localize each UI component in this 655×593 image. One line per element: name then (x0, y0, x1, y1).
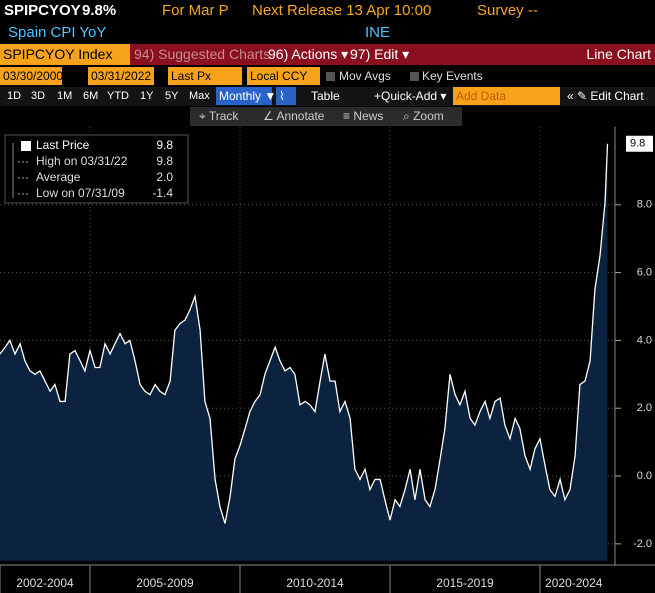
edit-menu[interactable]: 97) Edit ▾ (350, 46, 410, 62)
quick-add[interactable]: +Quick-Add ▾ (374, 89, 447, 103)
currency[interactable]: Local CCY (247, 67, 320, 85)
period: For Mar P (162, 2, 229, 19)
legend-value: 9.8 (156, 138, 173, 152)
suggested-charts[interactable]: 94) Suggested Charts (134, 46, 271, 62)
y-tick-label: 0.0 (637, 470, 652, 482)
ticker: SPIPCYOY (4, 2, 81, 19)
add-data[interactable]: Add Data (453, 87, 560, 105)
description: Spain CPI YoY (8, 24, 107, 41)
y-tick-label: 8.0 (637, 199, 652, 211)
period-button[interactable]: 1Y (140, 90, 154, 102)
start-date[interactable]: 03/30/2000 (0, 67, 63, 85)
tool-button[interactable]: ⌕ Zoom (403, 109, 444, 123)
line (0, 143, 609, 524)
tool-label: Track (208, 109, 239, 123)
period-button[interactable]: 5Y (165, 90, 179, 102)
stat-value: 9.8 (156, 154, 173, 168)
edit: 97) Edit (350, 46, 399, 62)
actions-menu[interactable]: 96) Actions ▾ (268, 46, 349, 62)
period-button[interactable]: 1M (57, 90, 73, 102)
stat-value: -1.4 (152, 186, 173, 200)
settings-row: 03/30/2000 03/31/2022 Last Px Local CCY … (0, 67, 655, 86)
checkbox[interactable] (410, 72, 419, 81)
tool-button[interactable]: ≡ News (343, 109, 384, 123)
key-events[interactable]: Key Events (422, 69, 483, 83)
quick-add-label: Quick-Add (381, 89, 438, 103)
frequency[interactable]: Monthly ▼ (216, 87, 276, 105)
legend-box (4, 134, 189, 204)
x-tick-label: 2002-2004 (16, 576, 74, 590)
y-tick-label: 6.0 (637, 267, 652, 279)
y-tick-label: 4.0 (637, 334, 652, 346)
y-tick-label: -2.0 (633, 538, 652, 550)
frequency-label: Monthly (219, 89, 262, 103)
edit-chart-label: Edit Chart (590, 89, 644, 103)
last-value: 9.8% (82, 2, 117, 19)
x-tick-label: 2005-2009 (136, 576, 194, 590)
tool-label: Annotate (276, 109, 325, 123)
legend-label: Last Price (36, 138, 90, 152)
stat-label: Low on 07/31/09 (36, 186, 125, 200)
edit-chart[interactable]: « ✎ Edit Chart (567, 89, 644, 103)
mov-avgs[interactable]: Mov Avgs (339, 69, 391, 83)
next-release: Next Release 13 Apr 10:00 (252, 2, 432, 19)
tool-button[interactable]: ⌖ Track (199, 109, 239, 123)
field[interactable]: Last Px (168, 67, 242, 85)
period-button[interactable]: 3D (31, 90, 46, 102)
controls-row: 1D 3D 1M 6M YTD 1Y 5Y Max Monthly ▼ ⌇ Table +Qu… (0, 87, 655, 106)
tool-button[interactable]: ∠ Annotate (263, 109, 325, 123)
period-button[interactable]: Max (189, 90, 210, 102)
stat-label: Average (36, 170, 81, 184)
last-price-label: 9.8 (630, 138, 645, 150)
y-tick-label: 2.0 (637, 402, 652, 414)
view-name: Line Chart (586, 46, 651, 62)
tools-row: ⌖ Track ∠ Annotate ≡ News ⌕ Zoom (190, 107, 462, 126)
end-date[interactable]: 03/31/2022 (88, 67, 154, 85)
source: INE (365, 24, 391, 41)
description-row: Spain CPI YoY INE (0, 22, 655, 43)
x-tick-label: 2015-2019 (436, 576, 494, 590)
header-row: SPIPCYOY 9.8% For Mar P Next Release 13 … (0, 0, 655, 22)
stat-label: High on 03/31/22 (36, 154, 128, 168)
stat-value: 2.0 (156, 170, 173, 184)
tool-label: Zoom (413, 109, 444, 123)
period-button[interactable]: 1D (7, 90, 22, 102)
x-tick-label: 2010-2014 (286, 576, 344, 590)
checkbox[interactable] (326, 72, 335, 81)
security[interactable]: SPIPCYOY Index (0, 44, 130, 65)
period-button[interactable]: YTD (107, 90, 129, 102)
area (0, 143, 608, 561)
survey: Survey -- (477, 2, 538, 19)
table[interactable]: Table (311, 89, 340, 103)
legend-swatch (21, 141, 31, 151)
actions: 96) Actions (268, 46, 338, 62)
legend: Last Price 9.8 High on 03/31/22 9.8 Average 2… (4, 134, 189, 204)
last-price-tag (626, 135, 653, 152)
x-tick-label: 2020-2024 (545, 576, 603, 590)
period-button[interactable]: 6M (83, 90, 99, 102)
toolbar: SPIPCYOY Index 94) Suggested Charts 96) … (0, 44, 655, 65)
chart-icon[interactable]: ⌇ (276, 87, 296, 105)
tool-label: News (353, 109, 384, 123)
